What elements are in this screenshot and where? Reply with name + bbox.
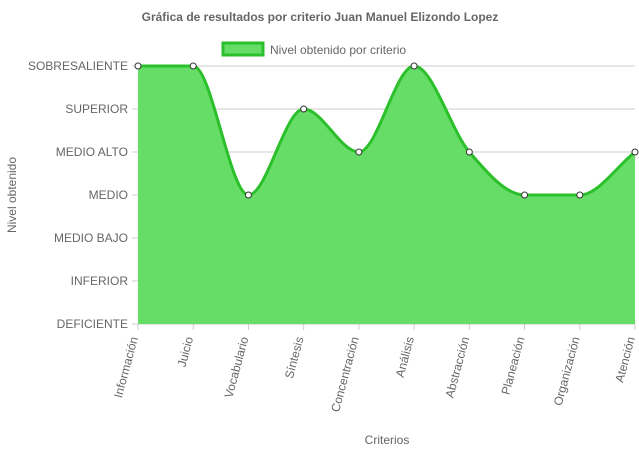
data-point[interactable] xyxy=(410,62,418,70)
x-tick-label: Organización xyxy=(551,335,583,407)
y-tick-label: INFERIOR xyxy=(71,274,129,288)
data-point[interactable] xyxy=(244,191,252,199)
data-point[interactable] xyxy=(189,62,197,70)
y-axis-ticks: DEFICIENTE INFERIOR MEDIO BAJO MEDIO MEDIO A… xyxy=(28,59,128,331)
chart-title: Gráfica de resultados por criterio Juan … xyxy=(142,10,499,24)
x-axis-label: Criterios xyxy=(365,433,410,447)
data-point[interactable] xyxy=(300,105,308,113)
data-point[interactable] xyxy=(576,191,584,199)
data-point[interactable] xyxy=(355,148,363,156)
y-tick-label: MEDIO ALTO xyxy=(56,145,128,159)
series-layer xyxy=(134,62,639,324)
x-tick-label: Abstracción xyxy=(442,335,472,399)
x-tick-label: Concentración xyxy=(328,335,362,413)
x-tick-label: Atención xyxy=(612,335,638,384)
data-point[interactable] xyxy=(134,62,142,70)
x-tick-label: Vocabulario xyxy=(222,335,252,400)
legend-label: Nivel obtenido por criterio xyxy=(270,43,406,57)
y-tick-label: SOBRESALIENTE xyxy=(28,59,128,73)
y-tick-label: MEDIO xyxy=(89,188,128,202)
legend-swatch xyxy=(221,41,265,57)
data-point[interactable] xyxy=(631,148,639,156)
x-tick-label: Juicio xyxy=(175,335,197,369)
y-tick-label: MEDIO BAJO xyxy=(54,231,128,245)
x-tick-label: Información xyxy=(111,335,141,399)
y-tick-label: DEFICIENTE xyxy=(57,317,128,331)
data-point[interactable] xyxy=(521,191,529,199)
x-tick-label: Planeación xyxy=(499,335,528,396)
legend[interactable]: Nivel obtenido por criterio xyxy=(221,41,406,57)
x-tick-label: Análisis xyxy=(393,335,417,379)
series-line xyxy=(138,64,636,197)
x-axis-ticks: Información Juicio Vocabulario Síntesis Conc… xyxy=(111,335,638,414)
series-area-fill xyxy=(138,66,635,324)
y-axis-label: Nivel obtenido xyxy=(5,157,19,233)
x-tick-label: Síntesis xyxy=(282,335,307,380)
data-point[interactable] xyxy=(465,148,473,156)
y-tick-label: SUPERIOR xyxy=(65,102,128,116)
